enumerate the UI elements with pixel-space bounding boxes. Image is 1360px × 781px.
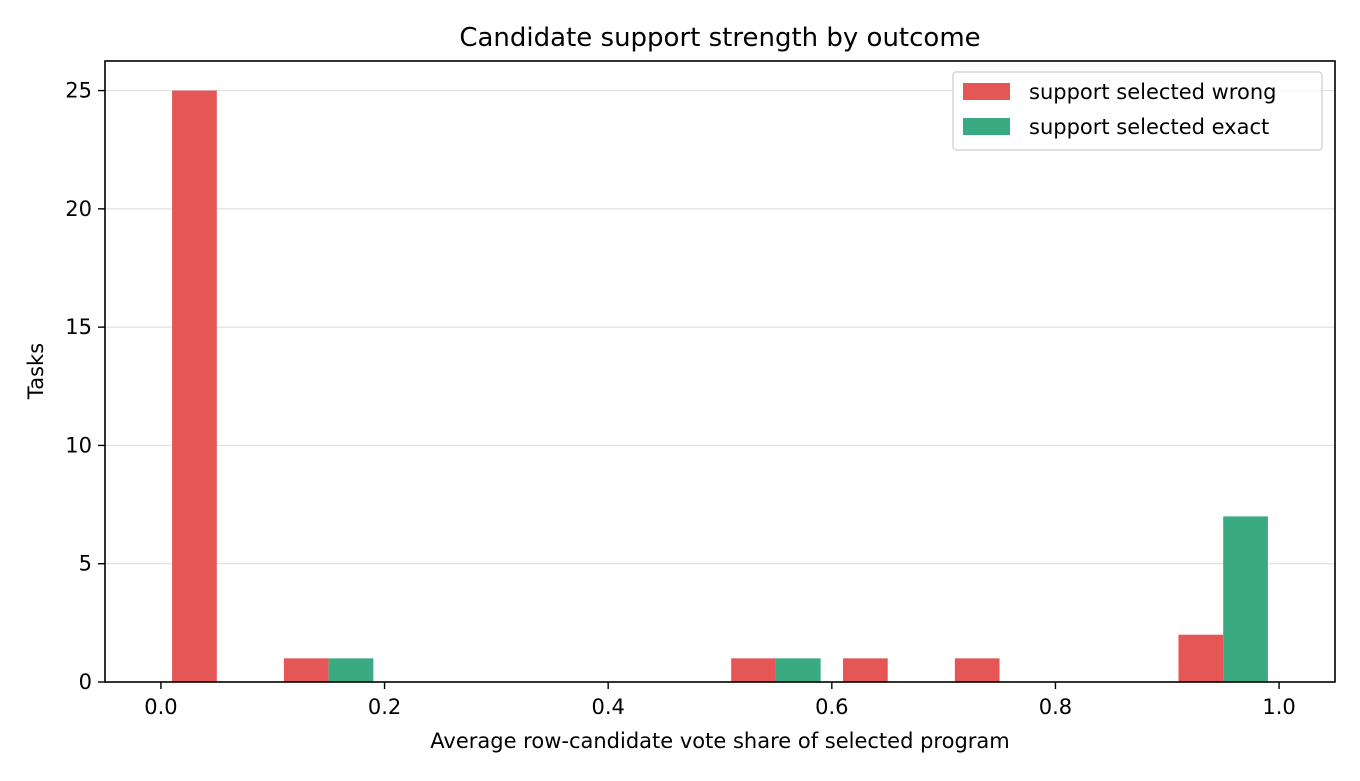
x-axis-label: Average row-candidate vote share of sele… [430, 729, 1009, 753]
legend: support selected wrong support selected … [952, 71, 1323, 151]
legend-label-wrong: support selected wrong [1029, 80, 1276, 104]
chart-title: Candidate support strength by outcome [459, 23, 980, 53]
x-tick-label: 0.0 [144, 695, 177, 719]
legend-box [952, 71, 1323, 151]
x-axis-ticks: 0.0 0.2 0.4 0.6 0.8 1.0 [144, 682, 1296, 719]
x-tick-label: 0.4 [591, 695, 624, 719]
x-tick-label: 0.2 [368, 695, 401, 719]
y-tick-label: 15 [65, 315, 92, 339]
y-tick-label: 25 [65, 79, 92, 103]
bar-wrong [843, 658, 888, 682]
legend-swatch-exact [963, 118, 1010, 135]
x-tick-label: 0.8 [1039, 695, 1072, 719]
bar-exact [1223, 516, 1268, 682]
y-axis-ticks: 0 5 10 15 20 25 [65, 79, 105, 694]
y-tick-label: 10 [65, 433, 92, 457]
x-tick-label: 1.0 [1262, 695, 1295, 719]
plot-frame [104, 60, 1336, 683]
x-tick-label: 0.6 [815, 695, 848, 719]
legend-label-exact: support selected exact [1029, 115, 1269, 139]
grid-lines [105, 89, 1335, 565]
y-tick-label: 20 [65, 197, 92, 221]
y-axis-label: Tasks [24, 343, 48, 400]
bar-wrong [283, 658, 329, 682]
bar-wrong [731, 658, 776, 682]
y-tick-label: 0 [79, 670, 92, 694]
bar-wrong [172, 90, 217, 683]
bar-exact [775, 658, 821, 682]
bar-exact [328, 658, 374, 682]
bars [172, 90, 1268, 683]
y-tick-label: 5 [79, 552, 92, 576]
bar-wrong [1178, 634, 1224, 682]
legend-swatch-wrong [963, 83, 1010, 100]
bar-wrong [954, 658, 1000, 682]
